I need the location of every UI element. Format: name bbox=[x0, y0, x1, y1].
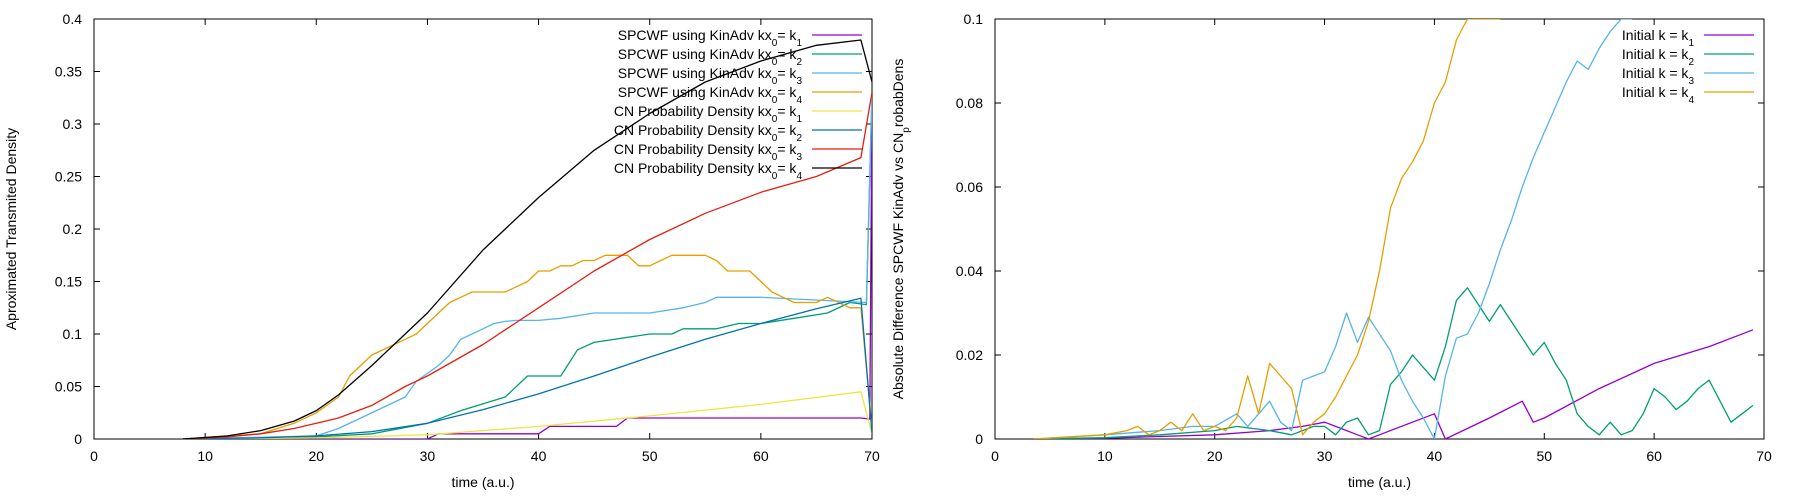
y-axis-label: Absolute Difference SPCWF KinAdv vs CNpr… bbox=[890, 59, 912, 400]
x-tick-label: 70 bbox=[864, 448, 880, 464]
x-tick-label: 10 bbox=[197, 448, 213, 464]
y-tick-label: 0.35 bbox=[55, 64, 82, 80]
legend-label-1: SPCWF using KinAdv kx0= k1 bbox=[618, 27, 803, 49]
series-line-8 bbox=[182, 39, 872, 439]
y-tick-label: 0.15 bbox=[55, 274, 82, 290]
y-tick-label: 0.06 bbox=[956, 179, 983, 195]
x-tick-label: 60 bbox=[1646, 448, 1662, 464]
y-tick-label: 0.05 bbox=[55, 379, 82, 395]
legend-label-3: Initial k = k3 bbox=[1622, 65, 1695, 87]
y-tick-label: 0.1 bbox=[63, 326, 83, 342]
legend-label-6: CN Probability Density kx0= k2 bbox=[614, 122, 803, 144]
x-tick-label: 30 bbox=[420, 448, 436, 464]
x-tick-label: 40 bbox=[1427, 448, 1443, 464]
legend-label-2: SPCWF using KinAdv kx0= k2 bbox=[618, 46, 803, 68]
plot-left: 0 10 20 30 40 50 60 70 0 0.05 0.1 0.15 0.2 0.25 0.3 0.3… bbox=[3, 11, 880, 490]
legend-label-4: SPCWF using KinAdv kx0= k4 bbox=[618, 84, 803, 106]
series-line-7 bbox=[182, 92, 872, 439]
series-line-1 bbox=[1033, 329, 1754, 439]
y-tick-label: 0.4 bbox=[63, 11, 83, 27]
legend-label-4: Initial k = k4 bbox=[1622, 84, 1695, 106]
series-line-2 bbox=[182, 92, 872, 439]
legend-label-2: Initial k = k2 bbox=[1622, 46, 1695, 68]
series-line-5 bbox=[182, 391, 872, 439]
legend-label-3: SPCWF using KinAdv kx0= k3 bbox=[618, 65, 803, 87]
x-tick-label: 20 bbox=[308, 448, 324, 464]
series-group bbox=[1033, 19, 1754, 439]
legend-label-8: CN Probability Density kx0= k4 bbox=[614, 160, 803, 182]
legend-label-1: Initial k = k1 bbox=[1622, 27, 1695, 49]
x-tick-label: 0 bbox=[991, 448, 999, 464]
series-line-6 bbox=[182, 297, 872, 439]
x-tick-label: 60 bbox=[753, 448, 769, 464]
y-tick-label: 0.25 bbox=[55, 169, 82, 185]
y-tick-label: 0.1 bbox=[964, 11, 984, 27]
x-tick-label: 50 bbox=[642, 448, 658, 464]
series-line-1 bbox=[182, 92, 872, 439]
legend-label-5: CN Probability Density kx0= k1 bbox=[614, 103, 803, 125]
y-tick-label: 0.02 bbox=[956, 347, 983, 363]
y-axis-label: Aproximated Transmited Density bbox=[3, 128, 19, 330]
y-tick-label: 0 bbox=[74, 431, 82, 447]
series-line-4 bbox=[1033, 19, 1501, 439]
x-tick-label: 30 bbox=[1317, 448, 1333, 464]
x-axis-label: time (a.u.) bbox=[1348, 474, 1411, 490]
series-line-3 bbox=[182, 92, 872, 439]
series-line-2 bbox=[1033, 287, 1754, 439]
y-tick-label: 0.04 bbox=[956, 263, 983, 279]
y-tick-label: 0 bbox=[975, 431, 983, 447]
x-axis-label: time (a.u.) bbox=[451, 474, 514, 490]
x-tick-label: 20 bbox=[1207, 448, 1223, 464]
y-tick-label: 0.08 bbox=[956, 95, 983, 111]
plot-frame bbox=[994, 18, 1765, 440]
y-tick-label: 0.3 bbox=[63, 116, 83, 132]
legend-label-7: CN Probability Density kx0= k3 bbox=[614, 141, 803, 163]
series-line-4 bbox=[182, 254, 872, 439]
plot-right: 0 10 20 30 40 50 60 70 0 0.02 0.04 0.06 0.08 0.1 time … bbox=[890, 11, 1772, 490]
x-tick-label: 10 bbox=[1097, 448, 1113, 464]
series-line-3 bbox=[1033, 19, 1633, 439]
y-tick-label: 0.2 bbox=[63, 221, 83, 237]
x-tick-label: 70 bbox=[1756, 448, 1772, 464]
x-tick-label: 40 bbox=[531, 448, 547, 464]
series-group bbox=[182, 39, 872, 439]
x-tick-label: 50 bbox=[1536, 448, 1552, 464]
plot-frame bbox=[93, 18, 873, 440]
x-tick-label: 0 bbox=[90, 448, 98, 464]
